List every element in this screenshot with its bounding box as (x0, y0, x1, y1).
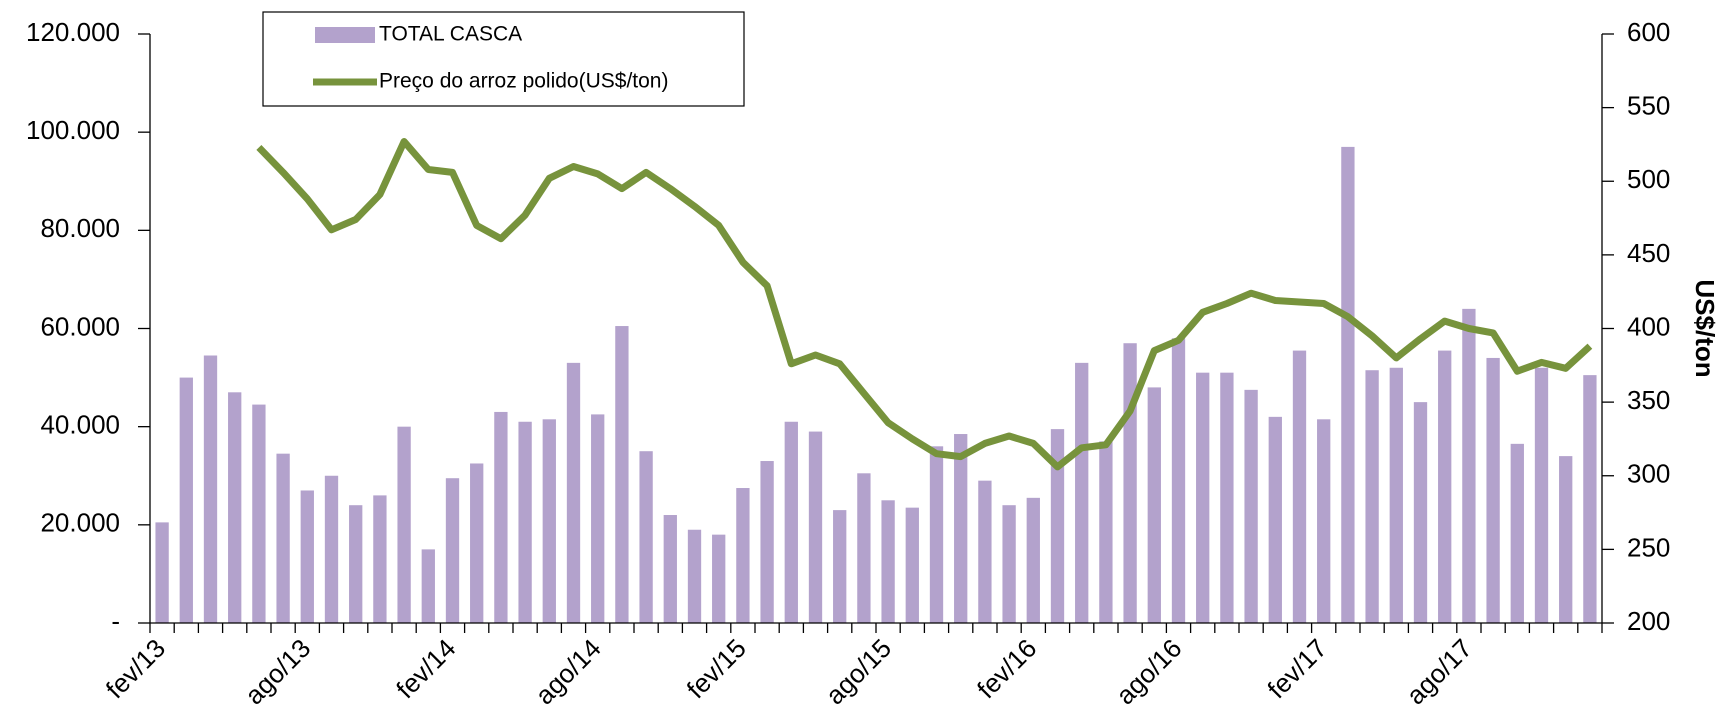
bar (1123, 343, 1137, 623)
bar (954, 434, 968, 623)
line (256, 138, 1593, 471)
y-tick-label: - (111, 606, 120, 636)
bar (760, 461, 774, 623)
legend-label: Preço do arroz polido(US$/ton) (379, 70, 668, 93)
x-tick-label: ago/14 (529, 633, 606, 710)
y2-tick-label: 600 (1627, 17, 1670, 47)
x-tick-label: fev/16 (971, 633, 1042, 704)
bar (1438, 350, 1452, 623)
x-tick-label: ago/17 (1400, 633, 1477, 710)
y2-tick-label: 450 (1627, 238, 1670, 268)
bar (494, 411, 508, 623)
bar (203, 355, 218, 623)
bar (1413, 402, 1428, 623)
bar (373, 495, 387, 623)
legend-label: TOTAL CASCA (379, 23, 522, 46)
bar (1075, 362, 1089, 623)
bar (542, 419, 556, 623)
bar (1050, 429, 1065, 623)
bar (1317, 419, 1331, 623)
bar (929, 446, 944, 623)
bar (276, 453, 290, 623)
bar (1341, 146, 1355, 623)
bar (1268, 416, 1282, 623)
x-tick-label: fev/13 (100, 633, 171, 704)
bar (591, 414, 605, 623)
x-tick-label: fev/17 (1261, 633, 1332, 704)
y-tick-label: 100.000 (26, 115, 120, 145)
bar (881, 500, 895, 623)
bar (1462, 308, 1476, 623)
legend-swatch (315, 27, 375, 43)
y2-tick-label: 350 (1627, 385, 1670, 415)
bar (639, 451, 653, 623)
y-tick-label: 40.000 (40, 410, 120, 440)
bar (397, 426, 411, 623)
bar (1147, 387, 1161, 623)
y2-tick-label: 550 (1627, 91, 1670, 121)
y-tick-label: 20.000 (40, 508, 120, 538)
y2-tick-label: 200 (1627, 606, 1670, 636)
bar (736, 488, 750, 623)
bar (179, 377, 193, 623)
y-tick-label: 120.000 (26, 17, 120, 47)
bar (1244, 389, 1258, 623)
y2-tick-label: 300 (1627, 459, 1670, 489)
y-tick-label: 60.000 (40, 311, 120, 341)
bar (324, 475, 339, 623)
bar (349, 505, 363, 623)
x-tick-label: fev/14 (390, 633, 461, 704)
bar (300, 490, 314, 623)
bar (808, 431, 823, 623)
bar (1220, 372, 1234, 623)
bar (518, 421, 532, 623)
bar (1559, 456, 1573, 623)
x-tick-label: ago/15 (820, 633, 897, 710)
bar (1365, 370, 1379, 623)
bar (421, 549, 435, 623)
bar (1099, 441, 1113, 623)
bar (1486, 357, 1500, 623)
bar (1196, 372, 1210, 623)
y2-tick-label: 250 (1627, 532, 1670, 562)
bar (833, 510, 847, 623)
bar (615, 326, 629, 623)
bar (228, 392, 242, 623)
bar (1510, 443, 1524, 623)
x-tick-label: ago/13 (239, 633, 316, 710)
bar (252, 404, 266, 623)
bar (978, 480, 992, 623)
y2-axis-title: US$/ton (1690, 279, 1720, 377)
bar (1026, 497, 1040, 623)
y2-tick-label: 400 (1627, 311, 1670, 341)
bar (1534, 367, 1549, 623)
bar (1389, 367, 1403, 623)
bar (905, 507, 919, 623)
x-tick-label: fev/15 (681, 633, 752, 704)
bar (1171, 338, 1186, 623)
bar (566, 362, 581, 623)
bar (784, 421, 798, 623)
x-tick-label: ago/16 (1110, 633, 1187, 710)
bar (857, 473, 871, 623)
bar (470, 463, 484, 623)
y-tick-label: 80.000 (40, 213, 120, 243)
bar (712, 534, 726, 623)
bar (1002, 505, 1016, 623)
bar (663, 515, 677, 623)
bar (1583, 375, 1597, 623)
bar (445, 478, 460, 623)
y2-tick-label: 500 (1627, 164, 1670, 194)
bar (155, 522, 169, 623)
bar (687, 529, 702, 623)
bar (1292, 350, 1307, 623)
